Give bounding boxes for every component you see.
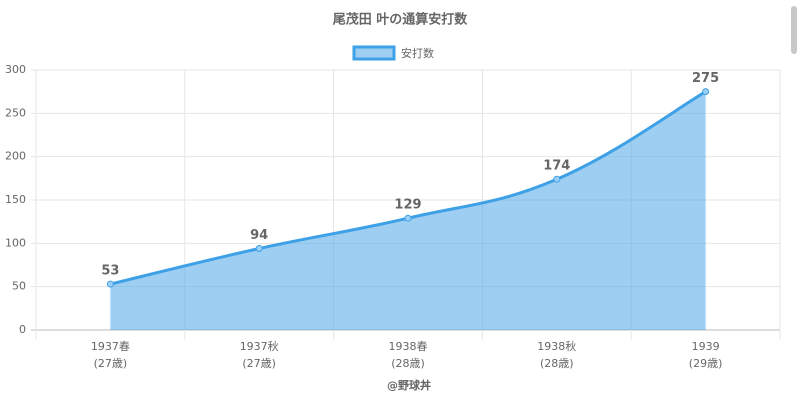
legend-swatch [352,45,396,61]
data-label: 275 [692,71,719,86]
x-tick-label: 1939 [692,340,720,353]
x-tick-label: (28歳) [540,357,574,370]
x-tick-label: (27歳) [94,357,128,370]
x-tick-label: (29歳) [689,357,723,370]
x-tick-label: (28歳) [391,357,425,370]
x-tick-label: 1937秋 [240,339,279,353]
x-axis-title: @野球丼 [387,378,431,392]
data-label: 53 [101,264,119,279]
data-label: 174 [543,159,570,174]
point [106,280,114,288]
point [255,245,263,253]
point [702,88,710,96]
y-tick-label: 250 [5,106,26,119]
y-tick-label: 200 [5,150,26,163]
data-label: 129 [394,198,421,213]
y-tick-label: 50 [12,280,26,293]
chart-title: 尾茂田 叶の通算安打数 [333,12,469,28]
scrollbar[interactable] [791,6,797,54]
x-tick-label: (27歳) [242,357,276,370]
data-label: 94 [250,228,268,243]
y-tick-label: 150 [5,193,26,206]
x-tick-label: 1937春 [91,340,130,353]
x-tick-label: 1938春 [389,340,428,353]
y-tick-label: 0 [19,323,26,336]
area [110,91,706,331]
y-tick-label: 300 [5,63,26,76]
y-tick-label: 100 [5,236,26,249]
legend-label: 安打数 [401,46,434,60]
point [553,175,561,183]
x-tick-label: 1938秋 [537,339,576,353]
point [404,214,412,222]
